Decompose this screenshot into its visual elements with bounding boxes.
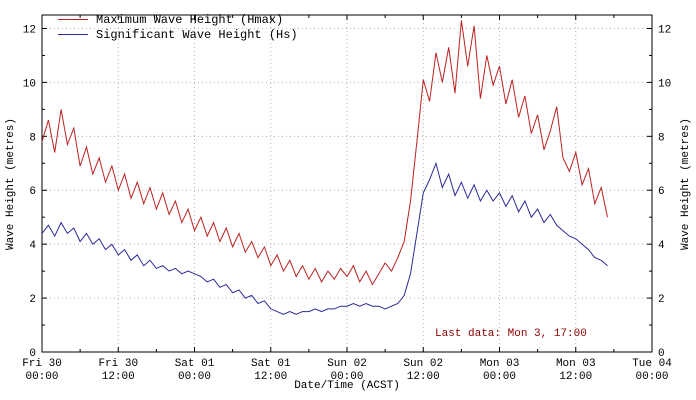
x-tick-label-day: Sat 01	[251, 358, 291, 370]
x-tick-label-time: 12:00	[407, 371, 440, 383]
y-axis-label-right: Wave Height (metres)	[680, 117, 692, 251]
x-tick-label-time: 00:00	[635, 371, 668, 383]
x-tick-label-day: Mon 03	[556, 358, 596, 370]
x-tick-label-day: Sun 02	[327, 358, 367, 370]
y-tick-label-left: 4	[29, 240, 36, 252]
x-tick-label-time: 00:00	[330, 371, 363, 383]
legend-label-hs: Significant Wave Height (Hs)	[96, 27, 298, 42]
y-axis-label-left: Wave Height (metres)	[5, 117, 17, 251]
y-tick-label-right: 8	[658, 132, 665, 144]
hs-line-swatch	[58, 34, 88, 35]
x-tick-label-time: 00:00	[25, 371, 58, 383]
y-tick-label-right: 12	[658, 24, 671, 36]
x-tick-label-day: Tue 04	[632, 358, 672, 370]
x-tick-label-time: 00:00	[483, 371, 516, 383]
legend-label-hmax: Maximum Wave Height (Hmax)	[96, 12, 284, 27]
y-tick-label-right: 10	[658, 78, 671, 90]
hmax-line-swatch	[58, 19, 88, 20]
y-tick-label-left: 6	[29, 186, 36, 198]
y-tick-label-right: 0	[658, 348, 665, 360]
x-axis-title: Date/Time (ACST)	[294, 380, 400, 392]
legend-item-hmax: Maximum Wave Height (Hmax)	[58, 12, 298, 27]
y-tick-label-left: 0	[29, 348, 36, 360]
y-tick-label-left: 8	[29, 132, 36, 144]
x-tick-label-day: Fri 30	[98, 358, 138, 370]
y-tick-label-right: 2	[658, 294, 665, 306]
legend: Maximum Wave Height (Hmax) Significant W…	[58, 12, 298, 42]
x-tick-label-day: Sat 01	[175, 358, 215, 370]
hmax-series-line	[41, 20, 608, 286]
x-tick-label-time: 12:00	[102, 371, 135, 383]
x-tick-label-day: Mon 03	[480, 358, 520, 370]
y-tick-label-left: 12	[23, 24, 36, 36]
y-tick-label-left: 2	[29, 294, 36, 306]
y-tick-label-right: 6	[658, 186, 665, 198]
legend-item-hs: Significant Wave Height (Hs)	[58, 27, 298, 42]
x-tick-label-day: Fri 30	[22, 358, 62, 370]
last-data-annotation: Last data: Mon 3, 17:00	[435, 328, 587, 340]
x-tick-label-time: 12:00	[559, 371, 592, 383]
x-tick-label-time: 12:00	[254, 371, 287, 383]
hs-series-line	[41, 161, 608, 315]
y-tick-label-right: 4	[658, 240, 665, 252]
x-tick-label-time: 00:00	[178, 371, 211, 383]
y-tick-label-left: 10	[23, 78, 36, 90]
x-tick-label-day: Sun 02	[403, 358, 443, 370]
